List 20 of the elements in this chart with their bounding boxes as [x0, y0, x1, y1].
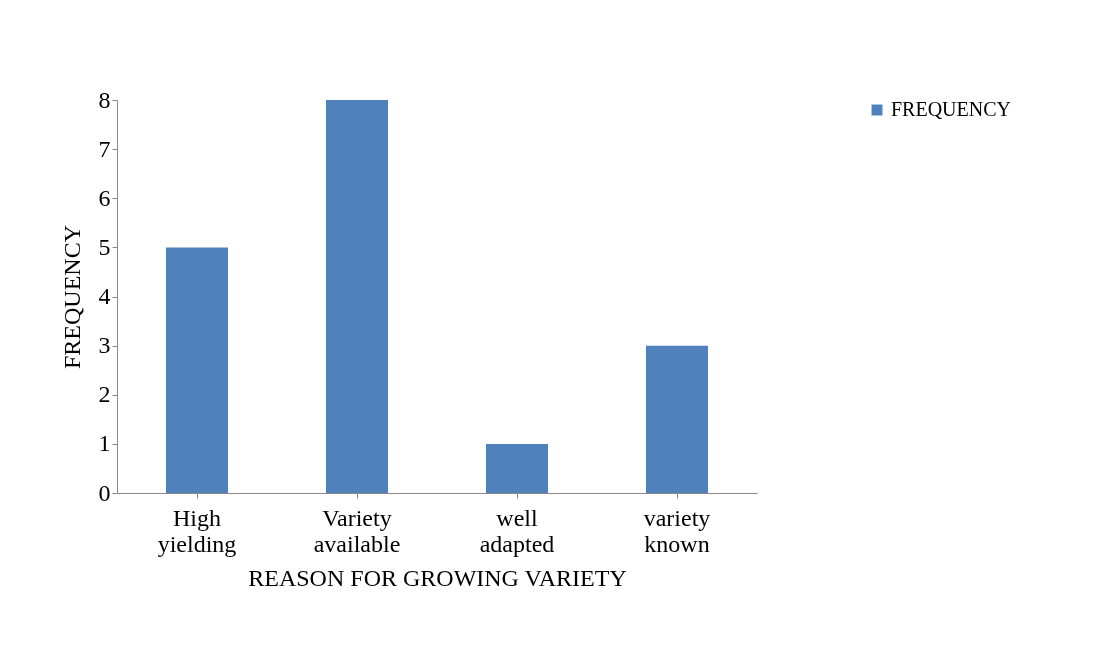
x-axis-title: REASON FOR GROWING VARIETY: [248, 564, 627, 591]
x-tick-label: Variety available: [313, 504, 401, 557]
legend-label: FREQUENCY: [891, 98, 1012, 120]
x-tick-label: High yielding: [157, 504, 237, 557]
y-tick-label: 8: [98, 86, 111, 113]
x-tick-label: variety known: [643, 504, 711, 557]
x-tick-label: well adapted: [479, 504, 555, 557]
y-tick-label: 7: [98, 135, 111, 162]
y-tick-label: 2: [98, 381, 111, 408]
bar: [646, 345, 708, 493]
y-tick-label: 3: [98, 332, 111, 359]
y-tick-label: 0: [98, 479, 111, 506]
y-tick-label: 6: [98, 184, 111, 211]
y-tick-label: 1: [98, 430, 111, 457]
y-tick-label: 4: [98, 283, 111, 309]
y-axis-title: FREQUENCY: [58, 224, 85, 370]
bar: [486, 443, 548, 493]
bar: [326, 100, 388, 493]
bar: [166, 247, 228, 493]
y-tick-label: 5: [98, 233, 111, 260]
